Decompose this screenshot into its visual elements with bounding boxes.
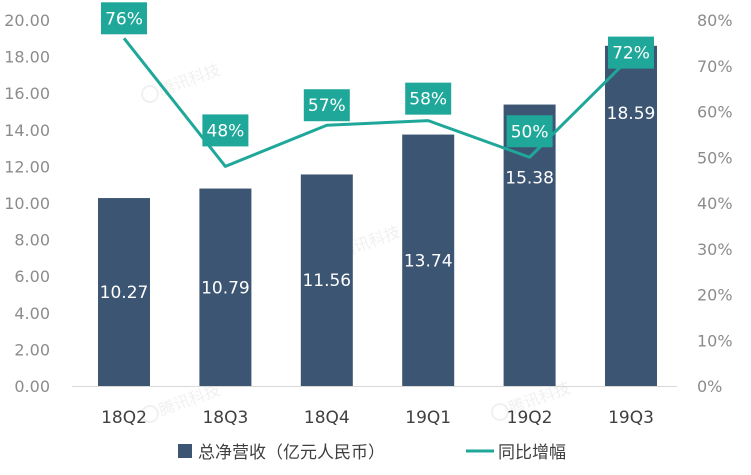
watermark-logo-icon bbox=[491, 403, 509, 421]
category-label: 19Q3 bbox=[608, 408, 654, 428]
right-tick-label: 80% bbox=[697, 11, 733, 30]
growth-value-label: 58% bbox=[409, 90, 447, 110]
left-tick-label: 4.00 bbox=[14, 304, 50, 323]
left-axis: 0.00 2.00 4.00 6.00 8.00 10.00 12.00 14.00 16.00… bbox=[4, 11, 50, 396]
left-tick-label: 18.00 bbox=[4, 48, 50, 67]
growth-label-box bbox=[303, 89, 350, 122]
bar-value-label: 10.79 bbox=[201, 278, 250, 298]
left-tick-label: 8.00 bbox=[14, 231, 50, 250]
bar-value-label: 13.74 bbox=[404, 251, 453, 271]
right-tick-label: 60% bbox=[697, 103, 733, 122]
right-tick-label: 30% bbox=[697, 240, 733, 259]
category-label: 18Q3 bbox=[202, 408, 248, 428]
right-tick-label: 50% bbox=[697, 148, 733, 167]
growth-value-label: 57% bbox=[308, 96, 346, 116]
watermark-logo-icon bbox=[141, 85, 159, 103]
growth-value-label: 76% bbox=[105, 9, 143, 29]
left-tick-label: 12.00 bbox=[4, 157, 50, 176]
left-tick-label: 20.00 bbox=[4, 11, 50, 30]
growth-value-label: 72% bbox=[612, 44, 650, 64]
left-tick-label: 2.00 bbox=[14, 340, 50, 359]
right-tick-label: 20% bbox=[697, 286, 733, 305]
growth-label-box bbox=[202, 114, 249, 147]
bar-19Q1 bbox=[402, 134, 455, 386]
right-tick-label: 0% bbox=[697, 377, 722, 396]
left-tick-label: 0.00 bbox=[14, 377, 50, 396]
left-tick-label: 14.00 bbox=[4, 121, 50, 140]
bar-18Q4 bbox=[300, 174, 353, 386]
bar-value-label: 15.38 bbox=[505, 169, 554, 189]
bar-18Q2 bbox=[98, 198, 150, 386]
bar-value-label: 18.59 bbox=[607, 104, 656, 124]
legend: 总净营收（亿元人民币） 同比增幅 bbox=[178, 443, 566, 463]
growth-label-box bbox=[608, 36, 654, 69]
category-label: 19Q1 bbox=[405, 408, 451, 428]
bars: 10.27 10.79 11.56 13.74 15.38 18.59 bbox=[98, 45, 657, 387]
category-label: 19Q2 bbox=[507, 408, 553, 428]
category-axis: 18Q2 18Q3 18Q4 19Q1 19Q2 19Q3 bbox=[72, 386, 677, 428]
right-tick-label: 70% bbox=[697, 57, 733, 76]
watermark-logo-icon bbox=[141, 405, 159, 423]
bar-value-label: 10.27 bbox=[100, 283, 149, 303]
left-tick-label: 10.00 bbox=[4, 194, 50, 213]
left-tick-label: 16.00 bbox=[4, 84, 50, 103]
growth-value-label: 50% bbox=[511, 122, 549, 142]
left-tick-label: 6.00 bbox=[14, 267, 50, 286]
legend-line-label: 同比增幅 bbox=[498, 443, 566, 463]
growth-label-box bbox=[101, 2, 147, 35]
growth-label-box bbox=[405, 82, 452, 115]
legend-bar-label: 总净营收（亿元人民币） bbox=[198, 443, 385, 463]
growth-label-box bbox=[506, 115, 553, 148]
right-tick-label: 10% bbox=[697, 331, 733, 350]
category-label: 18Q2 bbox=[101, 408, 147, 428]
bar-18Q3 bbox=[199, 188, 252, 386]
legend-bar-swatch bbox=[178, 444, 192, 458]
bar-value-label: 11.56 bbox=[302, 271, 351, 291]
bar-19Q3 bbox=[605, 45, 657, 386]
right-axis: 0% 10% 20% 30% 40% 50% 60% 70% 80% bbox=[697, 11, 733, 396]
watermark: 腾讯科技 bbox=[141, 60, 223, 103]
line-layer: 76% 48% 57% 58% 50% 72% bbox=[101, 2, 654, 168]
growth-value-label: 48% bbox=[207, 121, 245, 141]
right-tick-label: 40% bbox=[697, 194, 733, 213]
category-label: 18Q4 bbox=[304, 408, 350, 428]
